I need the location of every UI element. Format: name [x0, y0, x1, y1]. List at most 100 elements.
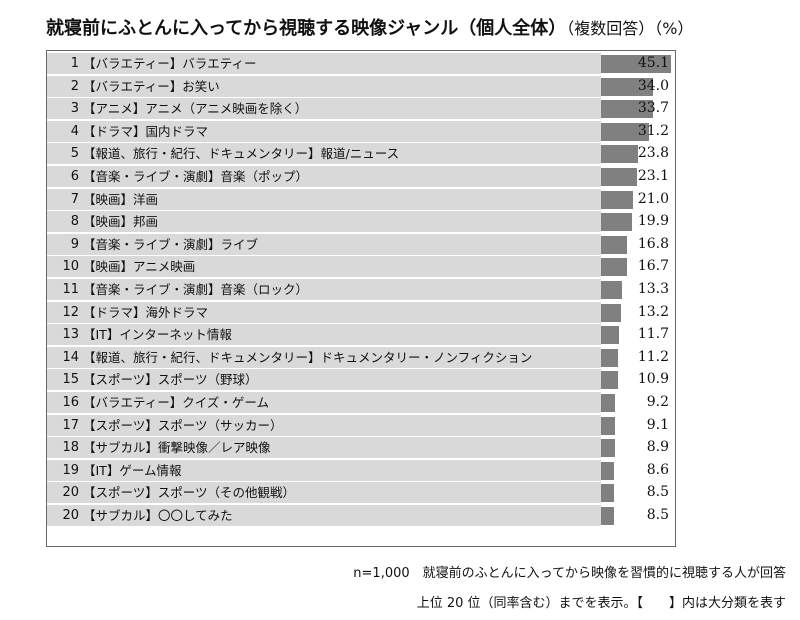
rank-label: 6: [70, 169, 79, 184]
table-row: 14 【報道、旅行・紀行、ドキュメンタリー】ドキュメンタリー・ノンフィクション 11…: [47, 346, 675, 369]
category-label: 【スポーツ】スポーツ（野球）: [83, 372, 258, 388]
value-label: 16.7: [637, 258, 669, 275]
value-bar: [601, 213, 632, 232]
table-row: 4 【ドラマ】国内ドラマ 31.2: [47, 120, 675, 143]
bar-cell: 34.0: [601, 75, 675, 97]
value-label: 19.9: [637, 213, 669, 230]
value-label: 45.1: [637, 55, 669, 71]
bar-cell: 9.1: [601, 414, 675, 436]
rank-label: 20: [62, 485, 79, 501]
category-label: 【音楽・ライブ・演劇】音楽（ロック）: [83, 282, 309, 297]
value-bar: [601, 371, 618, 390]
bar-cell: 45.1: [601, 53, 675, 74]
bar-cell: 8.9: [601, 437, 675, 459]
bar-cell: 8.6: [601, 459, 675, 481]
table-row: 16 【バラエティー】クイズ・ゲーム 9.2: [47, 392, 675, 414]
rank-label: 7: [70, 191, 79, 207]
bar-cell: 16.7: [601, 256, 675, 278]
value-bar: [601, 122, 650, 141]
table-row: 6 【音楽・ライブ・演劇】音楽（ポップ） 23.1: [47, 166, 675, 188]
value-bar: [601, 348, 619, 367]
value-label: 34.0: [637, 77, 669, 94]
table-row: 20 【スポーツ】スポーツ（その他観戦） 8.5: [47, 482, 675, 505]
category-label: 【音楽・ライブ・演劇】音楽（ポップ）: [83, 169, 309, 184]
table-row: 18 【サブカル】衝撃映像／レア映像 8.9: [47, 437, 675, 460]
category-label: 【バラエティー】クイズ・ゲーム: [83, 395, 270, 410]
category-label: 【バラエティー】バラエティー: [83, 56, 257, 71]
bar-cell: 19.9: [601, 211, 675, 233]
rank-label: 16: [62, 395, 79, 410]
value-label: 8.9: [646, 439, 669, 456]
value-bar: [601, 416, 616, 435]
category-label: 【スポーツ】スポーツ（その他観戦）: [83, 485, 296, 501]
table-row: 20 【サブカル】〇〇してみた 8.5: [47, 505, 675, 527]
rank-label: 11: [62, 282, 79, 297]
value-bar: [601, 484, 615, 503]
category-label: 【IT】インターネット情報: [83, 327, 232, 343]
value-label: 11.2: [637, 348, 669, 365]
value-bar: [601, 55, 671, 73]
bar-cell: 9.2: [601, 392, 675, 413]
category-label: 【映画】洋画: [83, 191, 159, 207]
rank-label: 18: [62, 440, 79, 456]
value-bar: [601, 168, 637, 186]
table-row: 8 【映画】邦画 19.9: [47, 211, 675, 234]
rank-label: 5: [70, 146, 79, 162]
value-bar: [601, 77, 654, 96]
rank-label: 2: [70, 78, 79, 94]
value-label: 8.5: [646, 507, 669, 523]
value-label: 16.8: [637, 235, 669, 252]
value-bar: [601, 281, 622, 299]
rank-label: 17: [62, 417, 79, 433]
bar-cell: 8.5: [601, 482, 675, 504]
value-bar: [601, 100, 653, 119]
value-label: 13.2: [637, 303, 669, 320]
table-row: 13 【IT】インターネット情報 11.7: [47, 324, 675, 347]
rank-label: 4: [70, 123, 79, 139]
bar-cell: 16.8: [601, 233, 675, 255]
category-label: 【バラエティー】お笑い: [83, 78, 220, 94]
category-label: 【サブカル】〇〇してみた: [83, 508, 233, 523]
table-row: 2 【バラエティー】お笑い 34.0: [47, 75, 675, 98]
table-row: 11 【音楽・ライブ・演劇】音楽（ロック） 13.3: [47, 279, 675, 301]
category-label: 【サブカル】衝撃映像／レア映像: [83, 440, 271, 456]
bar-cell: 21.0: [601, 188, 675, 210]
value-label: 23.8: [637, 145, 669, 162]
sample-note: n=1,000 就寝前のふとんに入ってから映像を習慣的に視聴する人が回答: [353, 566, 786, 581]
value-bar: [601, 145, 638, 164]
category-label: 【映画】アニメ映画: [83, 259, 196, 275]
rank-label: 15: [62, 372, 79, 388]
value-label: 33.7: [637, 100, 669, 117]
value-label: 11.7: [637, 326, 669, 343]
bar-cell: 23.8: [601, 143, 675, 165]
rank-label: 9: [70, 236, 79, 252]
rank-label: 3: [70, 101, 79, 117]
table-row: 12 【ドラマ】海外ドラマ 13.2: [47, 301, 675, 324]
value-bar: [601, 394, 616, 412]
ranking-table: 1 【バラエティー】バラエティー 45.1 2 【バラエティー】お笑い 34.0 3 【アニメ…: [46, 50, 676, 547]
bar-cell: 10.9: [601, 369, 675, 391]
value-bar: [601, 235, 627, 254]
category-label: 【スポーツ】スポーツ（サッカー）: [83, 417, 283, 433]
bar-cell: 13.2: [601, 301, 675, 323]
category-label: 【ドラマ】国内ドラマ: [83, 123, 209, 139]
category-label: 【ドラマ】海外ドラマ: [83, 304, 209, 320]
table-row: 9 【音楽・ライブ・演劇】ライブ 16.8: [47, 233, 675, 256]
value-label: 8.5: [646, 484, 669, 501]
rank-label: 8: [70, 214, 79, 230]
value-label: 10.9: [637, 371, 669, 388]
bar-cell: 23.1: [601, 166, 675, 187]
value-bar: [601, 303, 622, 322]
bar-cell: 11.7: [601, 324, 675, 346]
value-bar: [601, 258, 627, 277]
value-label: 9.1: [646, 416, 669, 433]
category-label: 【報道、旅行・紀行、ドキュメンタリー】ドキュメンタリー・ノンフィクション: [83, 349, 533, 365]
rank-label: 13: [62, 327, 79, 343]
bar-cell: 13.3: [601, 279, 675, 300]
value-bar: [601, 507, 615, 525]
table-row: 17 【スポーツ】スポーツ（サッカー） 9.1: [47, 414, 675, 437]
category-label: 【音楽・ライブ・演劇】ライブ: [83, 236, 259, 252]
table-row: 10 【映画】アニメ映画 16.7: [47, 256, 675, 279]
table-row: 5 【報道、旅行・紀行、ドキュメンタリー】報道/ニュース 23.8: [47, 143, 675, 166]
legend-note: 上位 20 位（同率含む）までを表示。【 】内は大分類を表す: [416, 596, 786, 611]
